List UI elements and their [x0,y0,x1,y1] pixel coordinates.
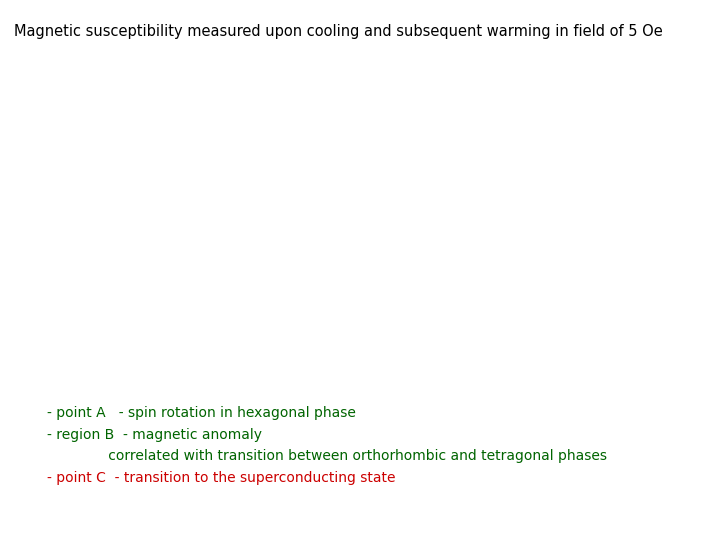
Text: - point C  - transition to the superconducting state: - point C - transition to the supercondu… [47,471,395,485]
Text: - region B  - magnetic anomaly: - region B - magnetic anomaly [47,428,262,442]
Text: Magnetic susceptibility measured upon cooling and subsequent warming in field of: Magnetic susceptibility measured upon co… [14,24,663,39]
Text: correlated with transition between orthorhombic and tetragonal phases: correlated with transition between ortho… [47,449,607,463]
Text: - point A   - spin rotation in hexagonal phase: - point A - spin rotation in hexagonal p… [47,406,356,420]
